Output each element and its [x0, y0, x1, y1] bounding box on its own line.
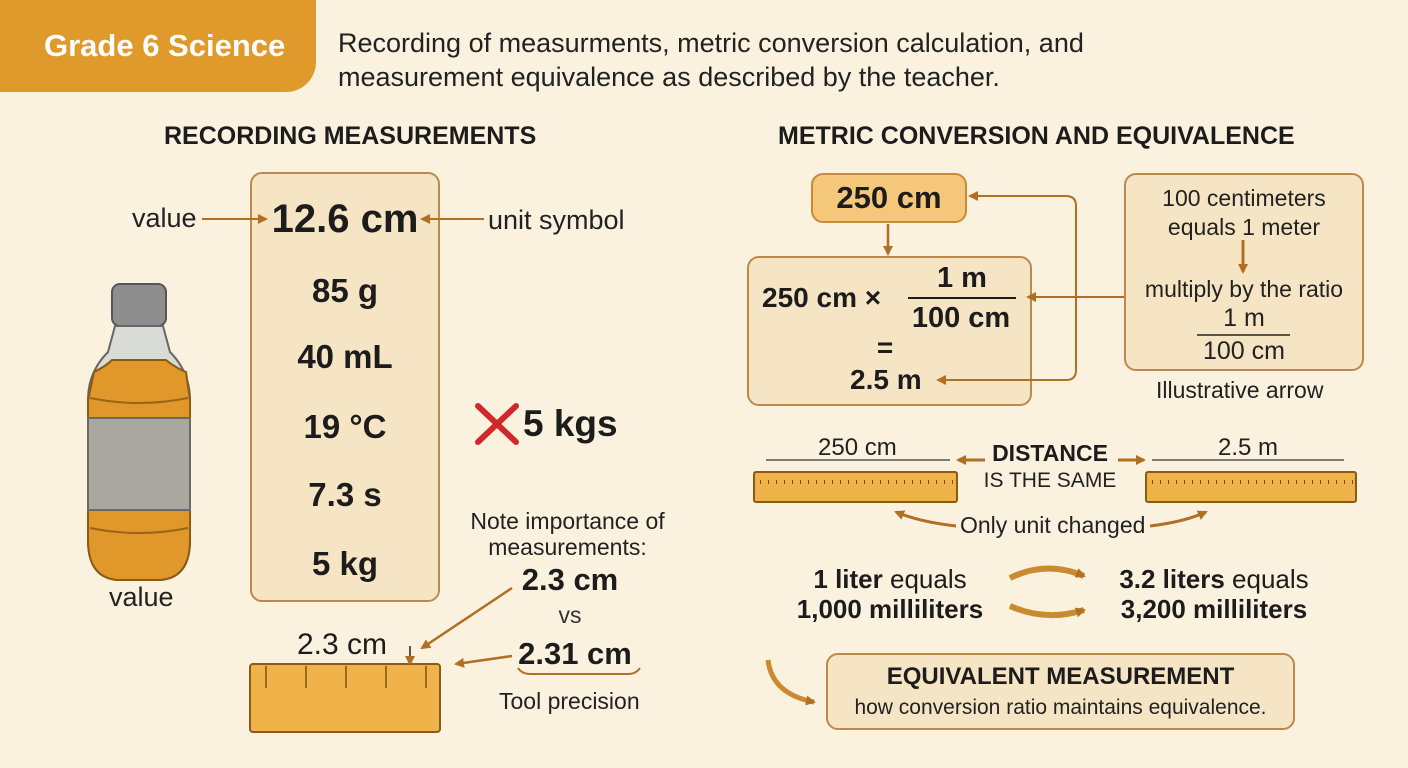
fact-line-2: equals 1 meter	[1167, 214, 1321, 240]
unit-changed-label: Only unit changed	[960, 512, 1146, 538]
distance-rest: IS THE SAME	[983, 469, 1117, 492]
measurement-item: 5 kg	[311, 545, 379, 582]
measurement-item: 12.6 cm	[271, 197, 419, 241]
left-ruler-icon	[753, 471, 958, 503]
distance-bold: DISTANCE	[992, 440, 1108, 466]
ratio-denominator: 100 cm	[911, 302, 1011, 334]
tool-precision-label: Tool precision	[499, 688, 640, 714]
equivalent-arrow	[765, 659, 816, 706]
compare-a-arrow	[420, 586, 513, 650]
fact-denominator: 100 cm	[1203, 337, 1285, 365]
liter-b-bold: 3.2 liters	[1119, 564, 1225, 594]
ratio-numerator: 1 m	[937, 262, 987, 294]
liter-a-rest: equals	[882, 564, 967, 594]
unit-changed-left-arrow	[894, 510, 957, 528]
subtitle-line-2: measurement equivalence as described by …	[338, 62, 1000, 92]
right-ruler-icon	[1145, 471, 1357, 503]
wrong-x-icon	[475, 403, 519, 445]
loop-arrow	[940, 191, 1077, 381]
compare-vs: vs	[558, 602, 582, 628]
value-label: value	[132, 203, 197, 233]
note-line-1: Note importance of	[470, 508, 665, 534]
fact-text: 100 centimeters equals 1 meter	[1124, 184, 1364, 242]
liter-b-line-2: 3,200 milliliters	[1120, 594, 1308, 624]
equivalent-text: how conversion ratio maintains equivalen…	[854, 696, 1267, 719]
liter-example-a: 1 liter equals 1,000 milliliters	[790, 564, 990, 624]
bottle-label: value	[109, 582, 174, 612]
precision-bracket	[517, 667, 641, 675]
fact-line-1: 100 centimeters	[1162, 185, 1326, 211]
result-value: 2.5 m	[850, 364, 922, 395]
start-value-box	[811, 173, 967, 223]
ruler-icon	[249, 663, 441, 733]
measurement-item: 40 mL	[297, 338, 393, 375]
liter-a-line-2: 1,000 milliliters	[796, 594, 984, 624]
multiply-text: multiply by the ratio	[1144, 276, 1344, 302]
unit-symbol-label: unit symbol	[488, 205, 625, 235]
equivalent-box	[826, 653, 1295, 730]
equals-sign: =	[876, 332, 894, 363]
grade-badge: Grade 6 Science	[0, 0, 316, 92]
liter-top-arrow	[1008, 565, 1086, 581]
right-ruler-label: 2.5 m	[1218, 434, 1279, 461]
equivalent-title: EQUIVALENT MEASUREMENT	[886, 663, 1235, 690]
wrong-example: 5 kgs	[523, 403, 618, 444]
compare-a: 2.3 cm	[521, 562, 619, 597]
measurement-list-box	[250, 172, 440, 602]
conversion-title: METRIC CONVERSION AND EQUIVALENCE	[778, 122, 1295, 150]
start-value: 250 cm	[836, 180, 942, 215]
subtitle: Recording of measurments, metric convers…	[338, 26, 1338, 94]
compare-b-arrow	[454, 654, 513, 668]
fact-numerator: 1 m	[1223, 304, 1265, 332]
measurement-item: 85 g	[311, 272, 379, 309]
calc-prefix: 250 cm ×	[762, 282, 882, 313]
measurement-item: 19 °C	[303, 408, 387, 445]
liter-example-b: 3.2 liters equals 3,200 milliliters	[1104, 564, 1324, 624]
illustrative-arrow-label: Illustrative arrow	[1156, 377, 1324, 403]
note-line-2: measurements:	[488, 534, 647, 560]
left-ruler-label: 250 cm	[818, 434, 897, 461]
ruler-reading: 2.3 cm	[297, 628, 388, 661]
bottle-icon	[87, 283, 191, 581]
precision-note: Note importance of measurements:	[455, 508, 680, 560]
measurement-item: 7.3 s	[308, 476, 382, 513]
compare-b: 2.31 cm	[518, 636, 632, 671]
subtitle-line-1: Recording of measurments, metric convers…	[338, 28, 1084, 58]
liter-b-rest: equals	[1224, 564, 1309, 594]
liter-bottom-arrow	[1008, 603, 1086, 619]
liter-a-bold: 1 liter	[813, 564, 883, 594]
recording-title: RECORDING MEASUREMENTS	[164, 122, 537, 150]
unit-changed-right-arrow	[1149, 510, 1208, 528]
